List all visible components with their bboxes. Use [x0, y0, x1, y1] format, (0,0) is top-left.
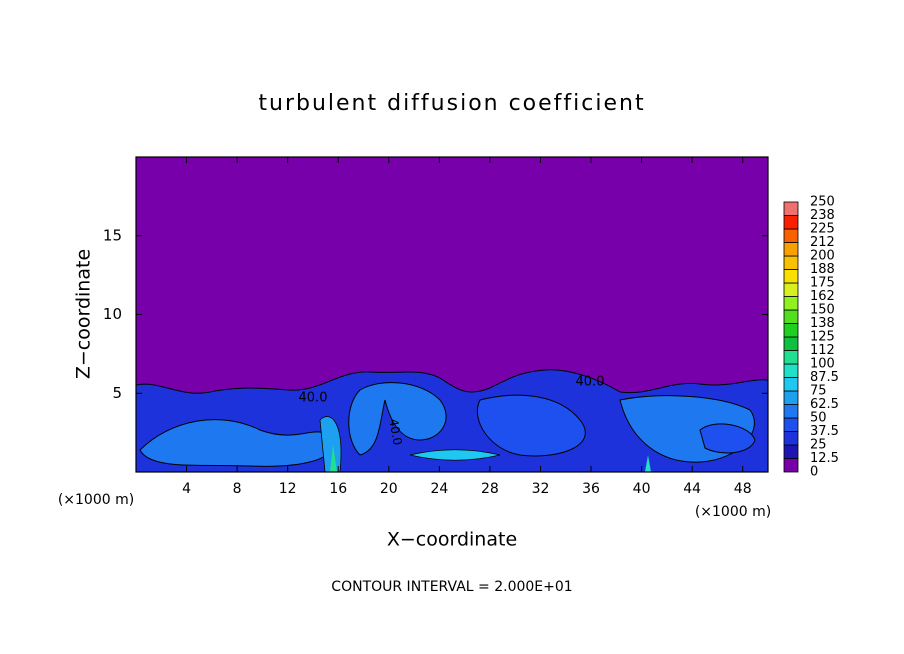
colorbar-label: 50 — [810, 411, 827, 426]
x-tick-label: 4 — [182, 481, 191, 497]
colorbar-band — [783, 350, 799, 365]
colorbar-label: 12.5 — [810, 451, 839, 466]
colorbar-band — [783, 201, 799, 216]
x-tick-label: 40 — [633, 481, 651, 497]
colorbar-band — [783, 309, 799, 324]
colorbar-label: 175 — [810, 276, 835, 291]
colorbar-label: 37.5 — [810, 424, 839, 439]
x-tick-label: 44 — [683, 481, 701, 497]
colorbar-band — [783, 336, 799, 351]
x-unit-label: (×1000 m) — [58, 492, 134, 508]
x-tick-label: 28 — [481, 481, 499, 497]
colorbar-label: 250 — [810, 195, 835, 210]
colorbar-label: 112 — [810, 343, 835, 358]
colorbar-label: 25 — [810, 438, 827, 453]
colorbar-label: 75 — [810, 384, 827, 399]
y-tick-label: 15 — [103, 226, 122, 244]
field — [136, 157, 768, 472]
x-tick-label: 8 — [233, 481, 242, 497]
colorbar-band — [783, 390, 799, 405]
footer: CONTOUR INTERVAL = 2.000E+01 — [331, 579, 572, 595]
x-tick-label: 48 — [734, 481, 752, 497]
x-unit-label: (×1000 m) — [695, 504, 771, 520]
colorbar-band — [783, 417, 799, 432]
x-tick-label: 16 — [329, 481, 347, 497]
colorbar-band — [783, 242, 799, 257]
x-tick-label: 12 — [279, 481, 297, 497]
colorbar-band — [783, 323, 799, 338]
y-axis-label: Z−coordinate — [73, 249, 95, 379]
colorbar-band — [783, 228, 799, 243]
contour-label: 40.0 — [576, 375, 605, 390]
colorbar-label: 62.5 — [810, 397, 839, 412]
colorbar-label: 200 — [810, 249, 835, 264]
colorbar-label: 162 — [810, 289, 835, 304]
colorbar-label: 0 — [810, 465, 818, 480]
colorbar-band — [783, 296, 799, 311]
colorbar-band — [783, 458, 799, 473]
colorbar-band — [783, 215, 799, 230]
colorbar-label: 238 — [810, 208, 835, 223]
colorbar-label: 188 — [810, 262, 835, 277]
colorbar-band — [783, 255, 799, 270]
colorbar-label: 125 — [810, 330, 835, 345]
chart-title: turbulent diffusion coefficient — [258, 91, 645, 116]
colorbar-label: 138 — [810, 316, 835, 331]
colorbar-label: 87.5 — [810, 370, 839, 385]
colorbar-label: 225 — [810, 222, 835, 237]
y-tick-label: 5 — [112, 384, 122, 402]
colorbar-band — [783, 404, 799, 419]
contour-label: 40.0 — [299, 391, 328, 406]
x-tick-label: 36 — [582, 481, 600, 497]
colorbar-band — [783, 377, 799, 392]
x-tick-label: 24 — [430, 481, 448, 497]
colorbar-band — [783, 444, 799, 459]
colorbar-band — [783, 269, 799, 284]
colorbar-band — [783, 431, 799, 446]
colorbar-band — [783, 282, 799, 297]
x-axis-label: X−coordinate — [387, 529, 517, 551]
x-tick-label: 20 — [380, 481, 398, 497]
colorbar-band — [783, 363, 799, 378]
x-tick-label: 32 — [532, 481, 550, 497]
contour-label: 40.0 — [386, 418, 404, 447]
y-tick-label: 10 — [103, 305, 122, 323]
colorbar-label: 150 — [810, 303, 835, 318]
colorbar-label: 212 — [810, 235, 835, 250]
colorbar-label: 100 — [810, 357, 835, 372]
